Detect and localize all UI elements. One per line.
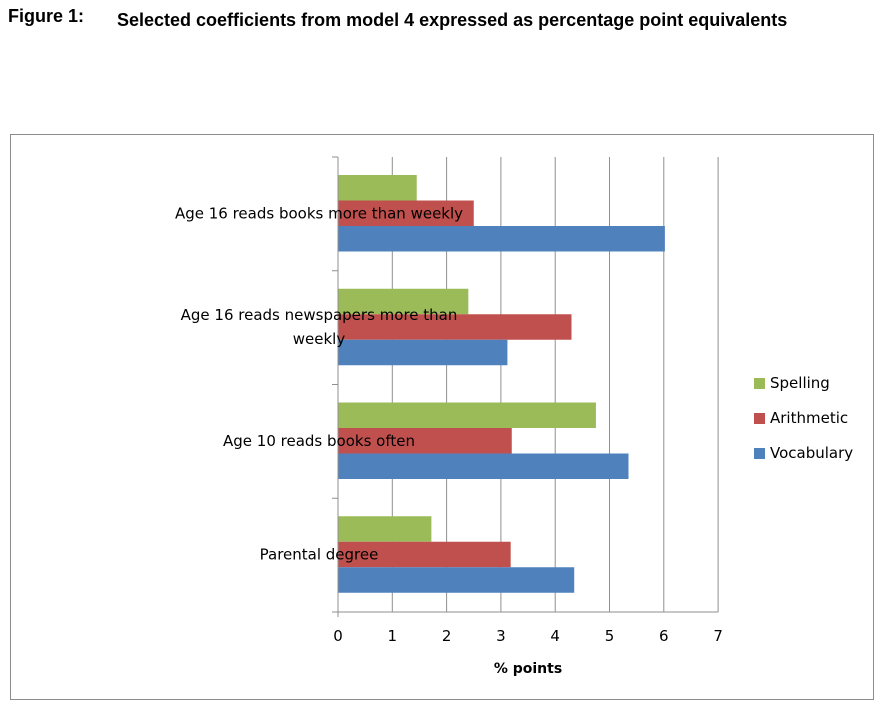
figure-label: Figure 1: (8, 6, 85, 26)
figure-title: Selected coefficients from model 4 expre… (117, 10, 788, 30)
x-tick-label: 2 (442, 627, 452, 645)
x-tick-label: 3 (496, 627, 506, 645)
x-tick-label: 4 (550, 627, 560, 645)
legend-label-arithmetic: Arithmetic (770, 409, 848, 427)
legend-label-vocabulary: Vocabulary (770, 444, 853, 462)
bars (338, 175, 665, 593)
axes: 0 1 2 3 4 5 6 7 (332, 156, 723, 645)
bar-vocabulary-3 (338, 453, 629, 479)
category-label: Parental degree (260, 546, 379, 564)
legend-label-spelling: Spelling (770, 374, 830, 392)
bar-arithmetic-1 (338, 200, 474, 226)
legend-swatch-spelling (754, 378, 765, 389)
legend-swatch-arithmetic (754, 413, 765, 424)
legend-swatch-vocabulary (754, 448, 765, 459)
legend: Spelling Arithmetic Vocabulary (754, 374, 853, 462)
category-label: weekly (293, 330, 346, 348)
chart-area: 0 1 2 3 4 5 6 7 Age 16 reads books more than we… (10, 134, 874, 700)
bar-spelling-2 (338, 288, 469, 315)
bar-spelling-3 (338, 402, 596, 428)
bar-arithmetic-4 (338, 541, 511, 568)
x-axis-title: % points (494, 661, 562, 677)
bar-vocabulary-2 (338, 339, 508, 366)
bar-spelling-1 (338, 175, 417, 201)
bar-chart: 0 1 2 3 4 5 6 7 Age 16 reads books more than we… (175, 156, 853, 677)
bar-spelling-4 (338, 516, 432, 542)
bar-vocabulary-1 (338, 226, 665, 252)
x-tick-label: 6 (659, 627, 669, 645)
x-tick-label: 5 (605, 627, 615, 645)
bar-vocabulary-4 (338, 567, 575, 593)
category-label: Age 16 reads books more than weekly (175, 204, 463, 222)
x-tick-label: 7 (713, 627, 723, 645)
bar-arithmetic-3 (338, 428, 512, 454)
category-label: Age 16 reads newspapers more than (181, 306, 458, 324)
bar-arithmetic-2 (338, 314, 572, 340)
x-tick-label: 1 (388, 627, 398, 645)
x-tick-label: 0 (333, 627, 343, 645)
category-labels: Age 16 reads books more than weekly Age 1… (175, 204, 463, 563)
category-label: Age 10 reads books often (223, 432, 415, 450)
